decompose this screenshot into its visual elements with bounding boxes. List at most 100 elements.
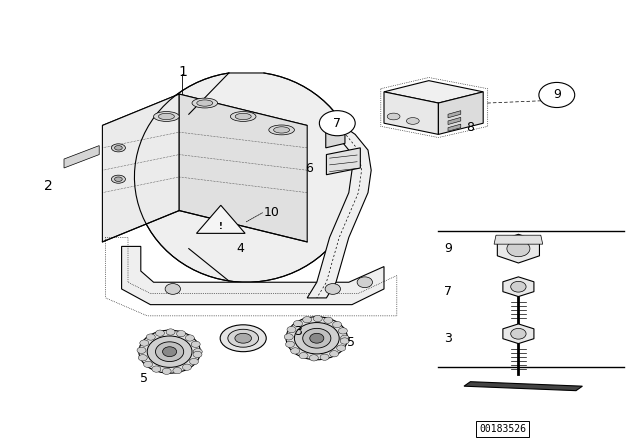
Circle shape — [357, 277, 372, 288]
Circle shape — [511, 328, 526, 339]
Circle shape — [147, 336, 192, 367]
Ellipse shape — [111, 175, 125, 183]
Polygon shape — [494, 235, 543, 244]
Circle shape — [189, 358, 198, 365]
Circle shape — [182, 364, 191, 370]
Polygon shape — [438, 92, 483, 134]
Polygon shape — [64, 146, 99, 168]
Circle shape — [156, 330, 164, 336]
Circle shape — [339, 328, 348, 334]
Polygon shape — [326, 129, 345, 148]
Ellipse shape — [406, 118, 419, 125]
Ellipse shape — [197, 100, 212, 106]
Polygon shape — [134, 73, 358, 282]
Circle shape — [140, 340, 148, 346]
Polygon shape — [448, 124, 461, 131]
Circle shape — [138, 355, 147, 361]
Circle shape — [303, 328, 331, 348]
Text: 10: 10 — [264, 206, 280, 220]
Ellipse shape — [274, 127, 290, 133]
Polygon shape — [326, 148, 360, 175]
Ellipse shape — [228, 329, 259, 347]
Polygon shape — [497, 234, 540, 263]
Text: 8: 8 — [467, 121, 474, 134]
Text: 3: 3 — [294, 325, 301, 338]
Circle shape — [291, 348, 300, 354]
Circle shape — [324, 317, 333, 323]
Polygon shape — [384, 81, 483, 103]
Circle shape — [193, 351, 202, 358]
Ellipse shape — [154, 112, 179, 121]
Text: 6: 6 — [305, 161, 313, 175]
Text: 9: 9 — [553, 88, 561, 102]
Circle shape — [143, 361, 152, 367]
Circle shape — [330, 351, 339, 357]
Circle shape — [340, 335, 349, 341]
Text: 7: 7 — [444, 284, 452, 298]
Circle shape — [333, 321, 342, 327]
Ellipse shape — [269, 125, 294, 135]
Text: !: ! — [219, 222, 223, 231]
Circle shape — [539, 82, 575, 108]
Circle shape — [299, 353, 308, 359]
Circle shape — [163, 347, 177, 357]
Circle shape — [294, 323, 339, 354]
Ellipse shape — [192, 98, 218, 108]
Ellipse shape — [115, 177, 122, 181]
Polygon shape — [179, 94, 307, 242]
Circle shape — [152, 366, 161, 372]
Circle shape — [320, 354, 329, 360]
Polygon shape — [448, 111, 461, 118]
Circle shape — [287, 327, 296, 333]
Text: 5: 5 — [347, 336, 355, 349]
Circle shape — [309, 355, 318, 361]
Circle shape — [284, 334, 293, 340]
Ellipse shape — [158, 113, 174, 120]
Polygon shape — [503, 277, 534, 297]
Polygon shape — [196, 205, 245, 233]
Text: 4: 4 — [236, 242, 244, 255]
Text: 3: 3 — [444, 332, 452, 345]
Circle shape — [319, 111, 355, 136]
Circle shape — [173, 367, 182, 374]
Circle shape — [193, 349, 202, 355]
Circle shape — [337, 345, 346, 351]
Circle shape — [186, 335, 195, 341]
Circle shape — [286, 317, 348, 360]
Ellipse shape — [111, 144, 125, 152]
Circle shape — [139, 330, 200, 373]
Circle shape — [162, 368, 171, 375]
Circle shape — [511, 281, 526, 292]
Circle shape — [314, 315, 323, 322]
Text: 2: 2 — [44, 179, 52, 193]
Circle shape — [325, 284, 340, 294]
Text: 9: 9 — [444, 242, 452, 255]
Circle shape — [310, 333, 324, 343]
Ellipse shape — [236, 113, 252, 120]
Ellipse shape — [387, 113, 400, 120]
Text: 5: 5 — [140, 372, 148, 385]
Ellipse shape — [220, 325, 266, 352]
Circle shape — [294, 320, 303, 327]
Circle shape — [137, 347, 146, 353]
Ellipse shape — [115, 146, 122, 150]
Circle shape — [340, 338, 349, 344]
Circle shape — [165, 284, 180, 294]
Text: 1: 1 — [178, 65, 187, 79]
Polygon shape — [122, 246, 384, 305]
Circle shape — [303, 317, 312, 323]
Polygon shape — [102, 94, 307, 157]
Polygon shape — [102, 94, 179, 242]
Circle shape — [177, 331, 186, 337]
Circle shape — [166, 329, 175, 335]
Polygon shape — [384, 92, 438, 134]
Ellipse shape — [230, 112, 256, 121]
Text: 00183526: 00183526 — [479, 424, 526, 434]
Ellipse shape — [168, 114, 210, 249]
Ellipse shape — [235, 333, 252, 343]
Circle shape — [191, 341, 200, 348]
Circle shape — [147, 334, 156, 340]
Polygon shape — [448, 117, 461, 125]
Polygon shape — [464, 382, 582, 391]
Polygon shape — [307, 125, 371, 298]
